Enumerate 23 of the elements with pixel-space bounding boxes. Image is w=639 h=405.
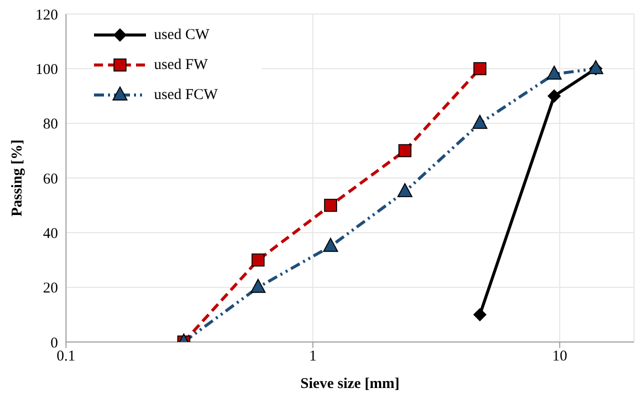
legend-label: used FW [154, 56, 208, 74]
point [472, 114, 488, 129]
point [398, 144, 412, 158]
x-axis-title: Sieve size [mm] [300, 376, 400, 392]
point [546, 66, 562, 80]
point [473, 62, 486, 76]
legend-label: used CW [154, 26, 210, 44]
point [250, 278, 266, 293]
y-tick-label: 20 [43, 280, 58, 297]
point [397, 183, 412, 198]
y-tick-label: 40 [43, 226, 58, 242]
y-axis-title: Passing [%] [9, 139, 26, 217]
point [324, 198, 338, 212]
y-tick-label: 80 [43, 116, 58, 133]
y-tick-label: 120 [36, 7, 58, 24]
y-tick-label: 60 [43, 171, 58, 188]
point [323, 238, 338, 252]
x-tick-label: 0.1 [56, 348, 76, 365]
x-tick-label: 1 [309, 348, 317, 365]
y-tick-label: 100 [36, 62, 58, 78]
y-tick-label: 0 [50, 335, 58, 352]
x-tick-label: 10 [552, 348, 568, 365]
legend-label: used FCW [154, 86, 218, 104]
